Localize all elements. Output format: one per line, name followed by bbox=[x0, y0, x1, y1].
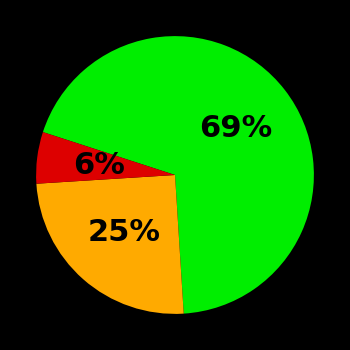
Wedge shape bbox=[36, 132, 175, 184]
Wedge shape bbox=[36, 175, 184, 314]
Text: 25%: 25% bbox=[88, 218, 161, 247]
Text: 6%: 6% bbox=[73, 151, 125, 180]
Wedge shape bbox=[43, 36, 314, 314]
Text: 69%: 69% bbox=[199, 114, 272, 143]
